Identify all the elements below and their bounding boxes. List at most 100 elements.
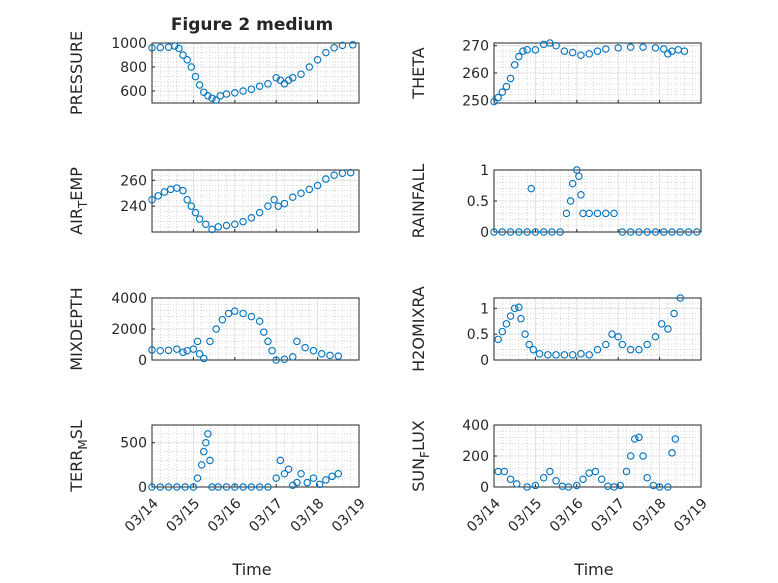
data-point: [239, 309, 247, 318]
data-point: [597, 475, 606, 483]
subplot-2: 250 260 270 THETA: [409, 39, 702, 109]
data-point: [651, 44, 660, 52]
data-point: [676, 228, 685, 236]
data-point: [218, 315, 227, 324]
data-point: [668, 449, 676, 457]
data-point: [671, 435, 680, 443]
data-point: [568, 351, 577, 359]
data-point: [284, 76, 293, 84]
y-axis-label: TERRMSL: [67, 420, 90, 493]
data-point: [510, 304, 519, 313]
data-point: [231, 483, 239, 491]
y-tick-label: 500: [120, 436, 147, 452]
data-point: [334, 352, 343, 360]
data-point: [160, 188, 169, 196]
data-point: [568, 48, 577, 57]
data-point: [274, 202, 283, 210]
data-point: [148, 346, 156, 354]
data-point: [293, 478, 301, 487]
data-point: [326, 351, 334, 360]
data-point: [247, 312, 256, 321]
data-point: [659, 45, 668, 53]
y-axis-label: AIRTEMP: [67, 167, 90, 235]
data-point: [651, 228, 660, 236]
y-tick-label: 250: [462, 93, 489, 109]
data-point: [500, 467, 509, 476]
data-point: [187, 202, 196, 210]
data-point: [651, 332, 660, 341]
data-point: [346, 168, 355, 177]
data-point: [498, 327, 507, 336]
data-point: [539, 228, 548, 236]
data-point: [191, 72, 200, 81]
x-axis-label-right: Time: [573, 560, 613, 579]
data-point: [179, 348, 187, 356]
data-point: [200, 447, 208, 456]
data-point: [515, 303, 523, 312]
y-tick-label: 0: [138, 480, 147, 496]
data-point: [183, 195, 191, 204]
data-point: [164, 483, 173, 491]
data-point: [626, 452, 635, 460]
data-point: [313, 56, 322, 64]
data-point: [556, 228, 564, 236]
data-point: [195, 81, 204, 89]
data-point: [635, 433, 643, 442]
data-point: [200, 354, 208, 363]
data-point: [608, 330, 616, 338]
data-point: [328, 472, 336, 481]
data-point: [494, 93, 502, 102]
data-point: [490, 97, 498, 106]
subplot-1: 600 800 1000 PRESSURE: [67, 31, 360, 115]
data-point: [566, 197, 575, 205]
data-point: [264, 80, 272, 88]
data-point: [614, 332, 622, 341]
data-point: [214, 223, 222, 231]
y-axis-label: SUNFLUX: [409, 420, 432, 492]
data-point: [515, 52, 523, 61]
data-point: [239, 483, 247, 491]
data-point: [280, 199, 289, 208]
data-point: [631, 435, 639, 443]
data-point: [546, 39, 554, 47]
data-point: [222, 90, 231, 98]
y-tick-label: 240: [120, 199, 147, 215]
y-axis-label: THETA: [409, 47, 428, 99]
y-tick-label: 1: [480, 163, 489, 179]
data-point: [260, 328, 268, 336]
data-point: [212, 96, 220, 104]
axes-box: [493, 297, 702, 361]
data-point: [614, 44, 622, 52]
data-point: [562, 209, 571, 218]
data-point: [313, 181, 322, 190]
data-point: [564, 483, 573, 491]
data-point: [626, 43, 635, 51]
data-point: [239, 217, 247, 226]
data-point: [676, 294, 685, 302]
data-point: [552, 41, 560, 50]
data-point: [529, 345, 538, 354]
data-point: [635, 345, 643, 354]
data-point: [148, 44, 156, 52]
y-axis-label: PRESSURE: [67, 31, 86, 115]
y-tick-label: 0: [138, 353, 147, 369]
data-point: [535, 350, 544, 358]
data-point: [670, 309, 678, 318]
data-point: [171, 42, 179, 50]
data-point: [309, 346, 318, 355]
data-point: [264, 202, 272, 210]
data-point: [643, 340, 651, 349]
data-point: [626, 345, 635, 354]
data-point: [643, 228, 651, 236]
data-point: [264, 483, 272, 491]
data-point: [280, 355, 289, 363]
data-point: [519, 47, 527, 55]
data-point: [189, 483, 198, 491]
y-tick-label: 260: [462, 66, 489, 82]
data-point: [264, 337, 272, 346]
data-point: [506, 475, 515, 483]
data-point: [506, 74, 515, 83]
data-point: [173, 184, 181, 192]
data-point: [289, 193, 297, 201]
